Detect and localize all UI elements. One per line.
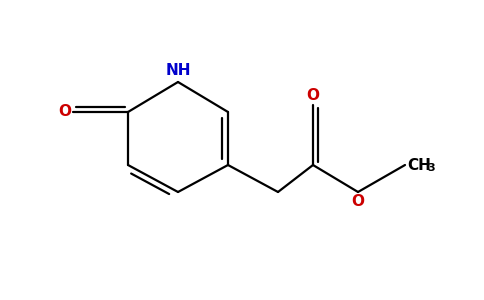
- Text: O: O: [58, 104, 71, 119]
- Text: CH: CH: [407, 158, 431, 172]
- Text: 3: 3: [427, 163, 435, 173]
- Text: NH: NH: [165, 63, 191, 78]
- Text: O: O: [351, 194, 364, 209]
- Text: O: O: [306, 88, 319, 103]
